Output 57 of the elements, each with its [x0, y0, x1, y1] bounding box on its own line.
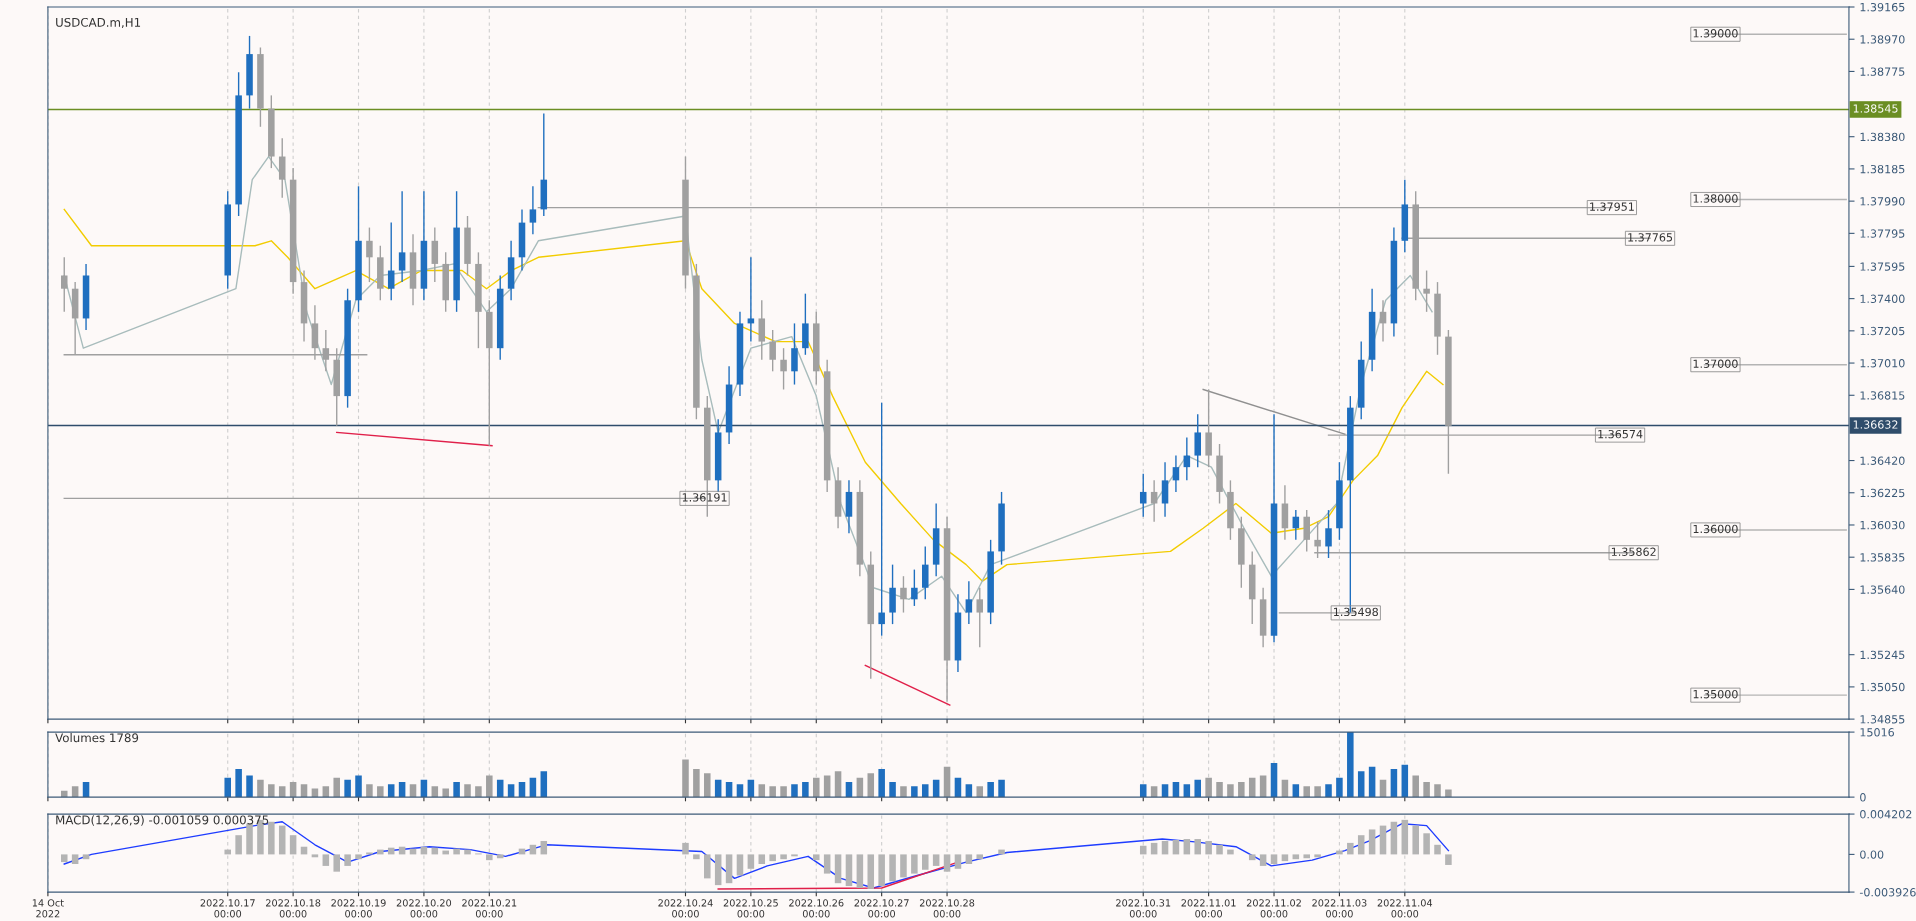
x-tick-label: 2022.11.01 00:00	[1181, 899, 1236, 918]
chart-title: MACD(12,26,9) -0.001059 0.000375	[56, 815, 269, 826]
annotation: 1.35000	[1693, 689, 1738, 699]
chart-title: Volumes 1789	[55, 733, 139, 743]
y-tick-label: 1.38380	[1860, 132, 1905, 142]
y-tick-label: 1.35835	[1860, 553, 1905, 562]
y-tick-label: 0.004202	[1860, 810, 1912, 819]
x-tick-label: 2022.10.19 00:00	[331, 899, 386, 918]
x-tick-label: 2022.10.26 00:00	[789, 899, 844, 918]
x-tick-label: 2022.10.17 00:00	[200, 899, 255, 918]
y-tick-label: 1.35050	[1860, 682, 1905, 692]
y-tick-label: 0	[1860, 793, 1866, 802]
x-tick-label: 2022.11.04 00:00	[1377, 899, 1433, 918]
y-tick-label: 1.39165	[1860, 2, 1905, 12]
ref-line-label: 1.36632	[1853, 420, 1898, 429]
x-tick-label: 2022.11.02 00:00	[1246, 899, 1301, 918]
x-tick-label: 2022.10.21 00:00	[462, 899, 517, 918]
y-tick-label: 1.37795	[1860, 229, 1905, 238]
y-tick-label: 1.37400	[1860, 294, 1905, 303]
y-tick-label: 1.35245	[1860, 650, 1905, 660]
y-tick-label: 15016	[1860, 728, 1894, 737]
y-tick-label: 1.37010	[1860, 359, 1905, 368]
y-tick-label: 1.36815	[1860, 391, 1905, 400]
y-tick-label: 1.37990	[1860, 197, 1905, 206]
x-tick-label: 2022.10.25 00:00	[723, 899, 778, 918]
y-tick-label: 1.38970	[1860, 35, 1905, 44]
y-tick-label: 1.38185	[1860, 164, 1905, 174]
x-tick-label: 2022.10.27 00:00	[854, 899, 909, 918]
y-tick-label: 1.36420	[1860, 456, 1905, 465]
text: USDCAD.m,H1	[56, 17, 141, 29]
annotation: 1.36574	[1598, 429, 1643, 439]
x-tick-label: 2022.10.31 00:00	[1116, 899, 1171, 918]
x-tick-label: 2022.10.28 00:00	[919, 899, 975, 918]
annotation: 1.38000	[1693, 194, 1738, 203]
annotation: 1.37765	[1628, 233, 1673, 242]
x-tick-label: 2022.10.20 00:00	[396, 899, 452, 918]
x-tick-label: 2022.10.18 00:00	[266, 899, 321, 918]
annotation: 1.35498	[1334, 607, 1378, 617]
annotation: 1.39000	[1693, 29, 1738, 38]
x-tick-label: 2022.10.24 00:00	[658, 899, 713, 918]
annotation: 1.37951	[1590, 202, 1634, 211]
annotation: 1.35862	[1611, 547, 1656, 556]
y-tick-label: 1.36225	[1860, 488, 1905, 498]
ref-line-label: 1.38545	[1853, 104, 1898, 113]
y-tick-label: 1.34855	[1860, 715, 1905, 724]
y-tick-label: -0.003926	[1859, 888, 1916, 897]
y-tick-label: 1.35640	[1860, 585, 1905, 594]
annotation: 1.36191	[682, 493, 727, 502]
y-tick-label: 1.37595	[1860, 262, 1905, 271]
x-tick-label: 14 Oct 2022	[32, 899, 64, 918]
y-tick-label: 0.00	[1860, 850, 1884, 859]
x-tick-label: 2022.11.03 00:00	[1312, 899, 1367, 918]
annotation: 1.36000	[1693, 524, 1738, 534]
y-tick-label: 1.36030	[1860, 520, 1905, 530]
y-tick-label: 1.37205	[1860, 326, 1905, 336]
y-tick-label: 1.38775	[1860, 67, 1905, 76]
annotation: 1.37000	[1693, 359, 1738, 368]
